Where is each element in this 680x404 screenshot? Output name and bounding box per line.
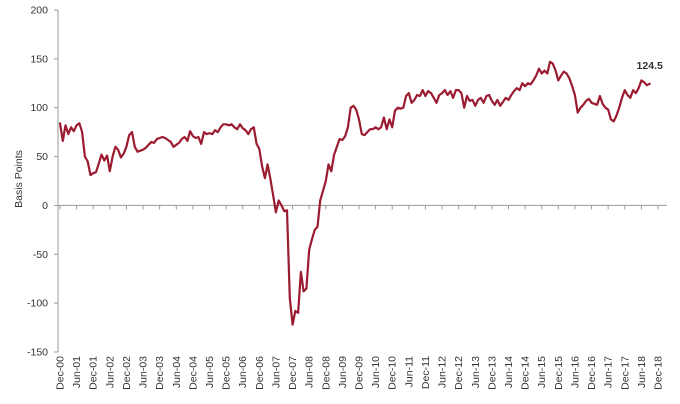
- x-tick-label: Dec-11: [420, 356, 432, 389]
- y-axis-title: Basis Points: [13, 150, 25, 208]
- x-tick-label: Jun-11: [403, 356, 415, 387]
- x-tick-label: Dec-06: [254, 356, 266, 390]
- x-tick-label: Dec-14: [520, 356, 532, 390]
- x-tick-label: Jun-01: [71, 356, 83, 388]
- x-axis: Dec-00 Jun-01 Dec-01 Jun-02 Dec-02 Jun-03 Dec-…: [55, 204, 667, 390]
- series-line: [58, 60, 651, 326]
- y-tick-label: -150: [27, 347, 48, 359]
- y-tick-label: -50: [33, 249, 48, 261]
- x-tick-label: Dec-07: [287, 356, 299, 390]
- x-tick-label: Jun-17: [603, 356, 615, 388]
- x-tick-label: Dec-09: [354, 356, 366, 390]
- y-tick-label: 50: [36, 151, 48, 163]
- x-tick-label: Jun-13: [470, 356, 482, 388]
- x-tick-label: Jun-09: [337, 356, 349, 388]
- x-tick-label: Dec-05: [221, 356, 233, 390]
- x-tick-label: Jun-15: [536, 356, 548, 388]
- y-tick-label: 0: [42, 200, 48, 212]
- x-tick-label: Dec-16: [586, 356, 598, 390]
- x-tick-label: Dec-15: [553, 356, 565, 390]
- x-tick-label: Dec-01: [88, 356, 100, 390]
- x-tick-label: Jun-10: [370, 356, 382, 388]
- x-tick-label: Dec-13: [486, 356, 498, 390]
- last-value-label: 124.5: [637, 60, 663, 72]
- x-tick-label: Jun-03: [138, 356, 150, 388]
- x-tick-label: Dec-08: [320, 356, 332, 390]
- x-tick-label: Jun-04: [171, 356, 183, 388]
- x-tick-label: Jun-14: [503, 356, 515, 388]
- y-tick-label: 150: [30, 53, 48, 65]
- y-axis: -150 -100 -50 0 50 100 150 200: [27, 5, 59, 359]
- x-tick-label: Dec-12: [453, 356, 465, 390]
- series-group: [58, 60, 651, 326]
- x-tick-label: Jun-02: [104, 356, 116, 388]
- x-tick-label: Dec-17: [619, 356, 631, 390]
- x-tick-label: Dec-00: [55, 356, 67, 390]
- y-tick-label: 200: [30, 5, 48, 17]
- x-tick-label: Dec-04: [187, 356, 199, 390]
- x-tick-label: Jun-05: [204, 356, 216, 388]
- x-tick-label: Dec-03: [154, 356, 166, 390]
- x-tick-label: Dec-10: [387, 356, 399, 390]
- y-tick-label: -100: [27, 298, 48, 310]
- x-tick-label: Jun-07: [270, 356, 282, 388]
- x-tick-label: Dec-18: [653, 356, 665, 390]
- y-tick-label: 100: [30, 102, 48, 114]
- x-tick-label: Jun-08: [304, 356, 316, 388]
- x-tick-label: Jun-12: [437, 356, 449, 388]
- x-tick-label: Jun-18: [636, 356, 648, 388]
- x-tick-label: Jun-06: [237, 356, 249, 388]
- x-tick-label: Jun-16: [569, 356, 581, 388]
- x-tick-label: Dec-02: [121, 356, 133, 390]
